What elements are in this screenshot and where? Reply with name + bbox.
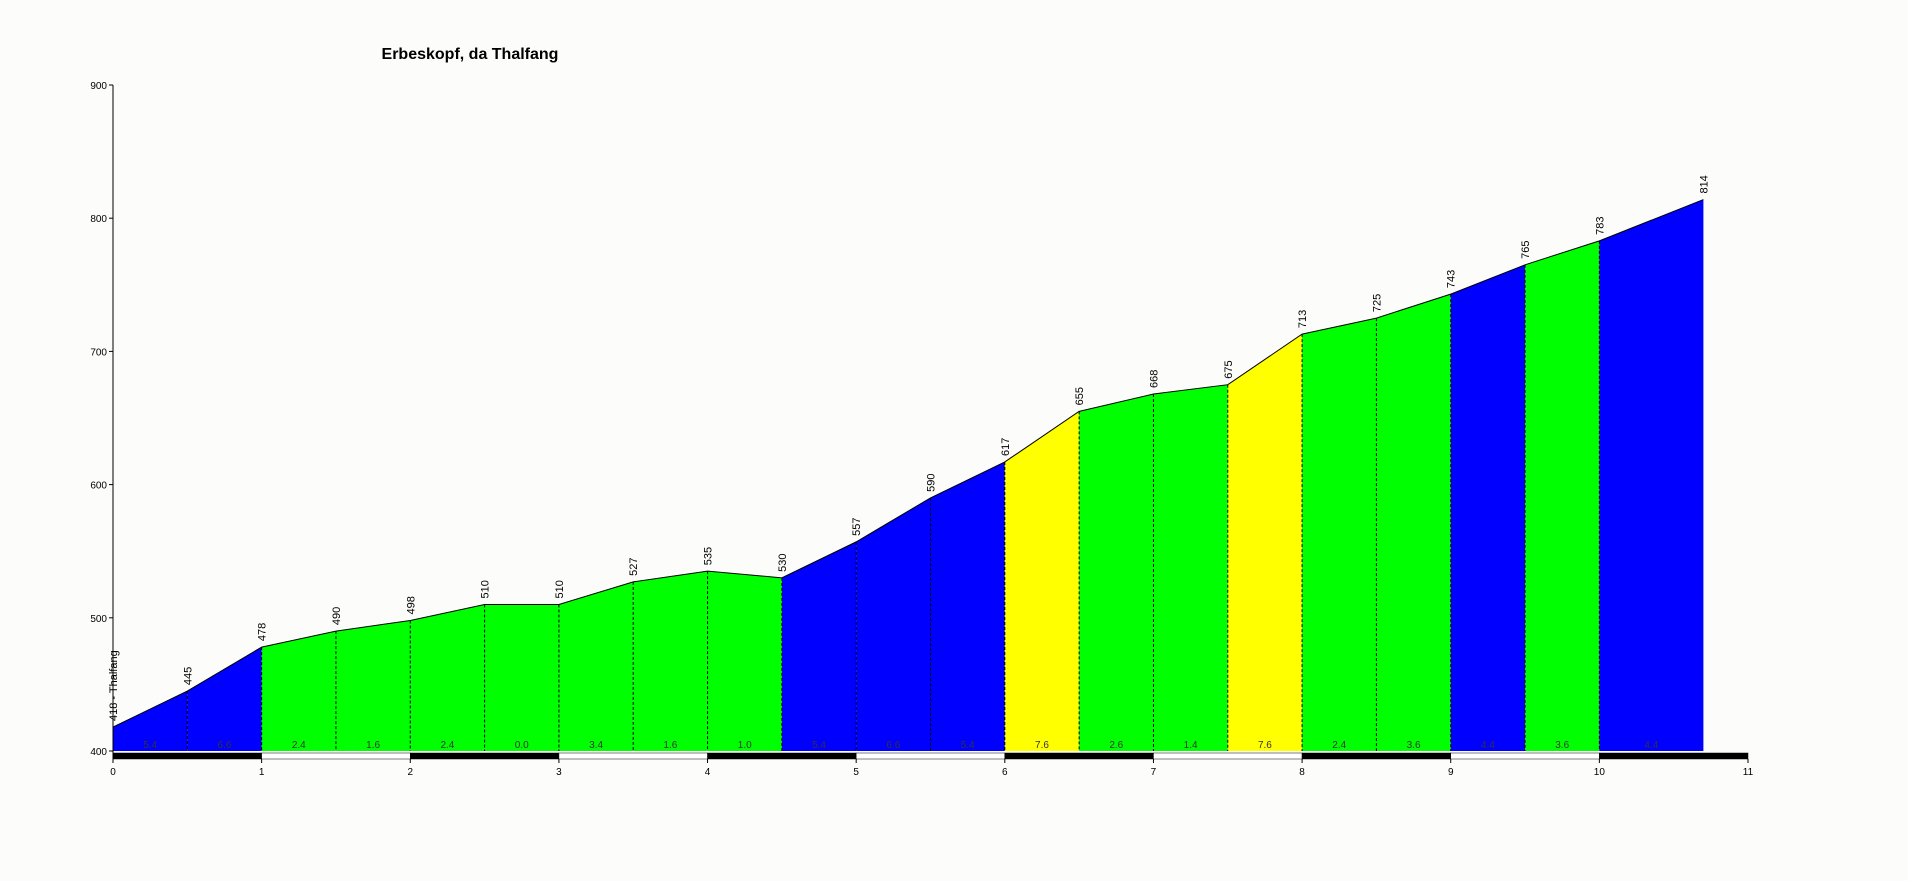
gradient-label: 2.6 bbox=[1109, 740, 1123, 751]
elevation-label: 527 bbox=[628, 557, 640, 575]
segment bbox=[1227, 334, 1303, 751]
gradient-label: 5.4 bbox=[143, 740, 157, 751]
segment bbox=[633, 571, 708, 751]
elevation-label: 510 bbox=[554, 580, 566, 598]
x-tick-label: 3 bbox=[556, 767, 562, 778]
km-bar bbox=[1153, 752, 1303, 760]
x-tick-label: 11 bbox=[1743, 767, 1754, 778]
x-tick-label: 4 bbox=[705, 767, 711, 778]
km-bar bbox=[558, 752, 708, 760]
segment bbox=[1302, 318, 1377, 751]
segment bbox=[1450, 264, 1526, 751]
elevation-label: 510 bbox=[480, 580, 492, 598]
elevation-label: 655 bbox=[1074, 387, 1086, 405]
km-bar bbox=[1301, 752, 1451, 760]
x-tick-label: 8 bbox=[1299, 767, 1305, 778]
segment bbox=[1525, 240, 1600, 751]
elevation-label: 668 bbox=[1148, 370, 1160, 388]
elevation-label: 713 bbox=[1297, 310, 1309, 328]
gradient-label: 1.6 bbox=[663, 740, 677, 751]
km-bar bbox=[1599, 752, 1749, 760]
elevation-label: 590 bbox=[926, 474, 938, 492]
segment bbox=[1153, 384, 1228, 751]
y-tick-label: 800 bbox=[90, 214, 107, 225]
elevation-label: 743 bbox=[1446, 270, 1458, 288]
segment bbox=[1599, 199, 1704, 751]
elevation-label: 557 bbox=[851, 518, 863, 536]
segment bbox=[558, 581, 634, 751]
gradient-label: 3.4 bbox=[589, 740, 603, 751]
gradient-label: 1.6 bbox=[366, 740, 380, 751]
elevation-label: 675 bbox=[1223, 360, 1235, 378]
elevation-label: 617 bbox=[1000, 438, 1012, 456]
gradient-label: 4.4 bbox=[1481, 740, 1495, 751]
elevation-label: 530 bbox=[777, 553, 789, 571]
x-tick-label: 9 bbox=[1448, 767, 1454, 778]
segment bbox=[187, 647, 262, 751]
km-bar bbox=[855, 752, 1006, 760]
elevation-label: 814 bbox=[1698, 175, 1710, 193]
segment bbox=[484, 604, 559, 751]
y-tick-label: 500 bbox=[90, 614, 107, 625]
segment bbox=[261, 631, 336, 751]
elevation-label: 725 bbox=[1371, 294, 1383, 312]
elevation-label: 783 bbox=[1594, 216, 1606, 234]
segment bbox=[930, 461, 1005, 751]
gradient-label: 5.4 bbox=[961, 740, 975, 751]
gradient-label: 3.6 bbox=[1555, 740, 1569, 751]
segment bbox=[856, 497, 931, 751]
segment bbox=[1079, 394, 1154, 751]
gradient-label: 6.6 bbox=[218, 740, 232, 751]
gradient-label: 0.0 bbox=[515, 740, 529, 751]
x-tick-label: 6 bbox=[1002, 767, 1008, 778]
km-bar bbox=[261, 752, 411, 760]
y-tick-label: 600 bbox=[90, 481, 107, 492]
profile-line bbox=[112, 199, 1704, 728]
x-tick-label: 5 bbox=[853, 767, 859, 778]
segment bbox=[707, 571, 782, 751]
x-tick-label: 7 bbox=[1151, 767, 1157, 778]
elevation-label: 478 bbox=[257, 623, 269, 641]
gradient-label: 7.6 bbox=[1035, 740, 1049, 751]
y-tick-label: 900 bbox=[90, 81, 107, 92]
gradient-label: 2.4 bbox=[292, 740, 306, 751]
gradient-label: 2.4 bbox=[440, 740, 454, 751]
segment bbox=[1004, 411, 1080, 751]
gradient-label: 1.4 bbox=[1184, 740, 1198, 751]
segment bbox=[781, 541, 857, 751]
x-tick-label: 2 bbox=[407, 767, 413, 778]
segment bbox=[1376, 294, 1451, 751]
km-bar bbox=[707, 752, 857, 760]
elevation-label: 445 bbox=[182, 667, 194, 685]
y-tick-label: 400 bbox=[90, 747, 107, 758]
gradient-label: 1.0 bbox=[738, 740, 752, 751]
km-bar bbox=[410, 752, 560, 760]
elevation-label: 535 bbox=[703, 547, 715, 565]
x-tick-label: 1 bbox=[259, 767, 265, 778]
km-bar bbox=[1450, 752, 1600, 760]
x-tick-label: 10 bbox=[1594, 767, 1606, 778]
elevation-label: 418 - Thalfang bbox=[108, 650, 120, 721]
segment bbox=[410, 604, 485, 751]
gradient-label: 4.4 bbox=[1644, 740, 1658, 751]
gradient-label: 2.4 bbox=[1332, 740, 1346, 751]
elevation-label: 490 bbox=[331, 607, 343, 625]
km-bar bbox=[1004, 752, 1154, 760]
km-bar bbox=[112, 752, 262, 760]
chart-title: Erbeskopf, da Thalfang bbox=[382, 46, 559, 63]
segment bbox=[113, 691, 188, 751]
segment bbox=[335, 620, 411, 751]
gradient-label: 5.4 bbox=[812, 740, 826, 751]
gradient-label: 3.6 bbox=[1407, 740, 1421, 751]
elevation-label: 765 bbox=[1520, 240, 1532, 258]
gradient-label: 7.6 bbox=[1258, 740, 1272, 751]
elevation-label: 498 bbox=[405, 596, 417, 614]
y-tick-label: 700 bbox=[90, 347, 107, 358]
gradient-label: 6.6 bbox=[886, 740, 900, 751]
x-tick-label: 0 bbox=[110, 767, 116, 778]
